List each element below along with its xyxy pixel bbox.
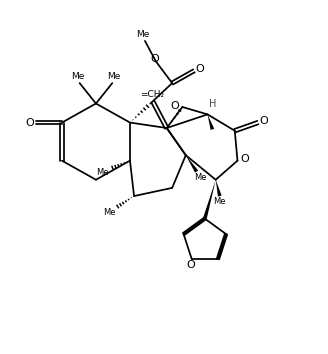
Text: O: O [195,64,204,74]
Text: H: H [209,99,217,109]
Text: Me: Me [214,197,226,206]
Text: O: O [150,55,159,64]
Text: Me: Me [72,72,85,81]
Polygon shape [203,180,216,219]
Polygon shape [208,114,214,130]
Text: Me: Me [103,208,115,217]
Text: O: O [259,116,268,126]
Text: Me: Me [136,30,150,39]
Text: Me: Me [107,72,120,81]
Text: Me: Me [195,172,207,182]
Text: O: O [171,101,179,111]
Text: O: O [26,118,34,127]
Text: O: O [186,260,195,270]
Text: O: O [240,154,249,164]
Polygon shape [216,180,222,196]
Polygon shape [186,155,198,173]
Text: =CH₂: =CH₂ [140,90,164,99]
Text: Me: Me [96,167,109,177]
